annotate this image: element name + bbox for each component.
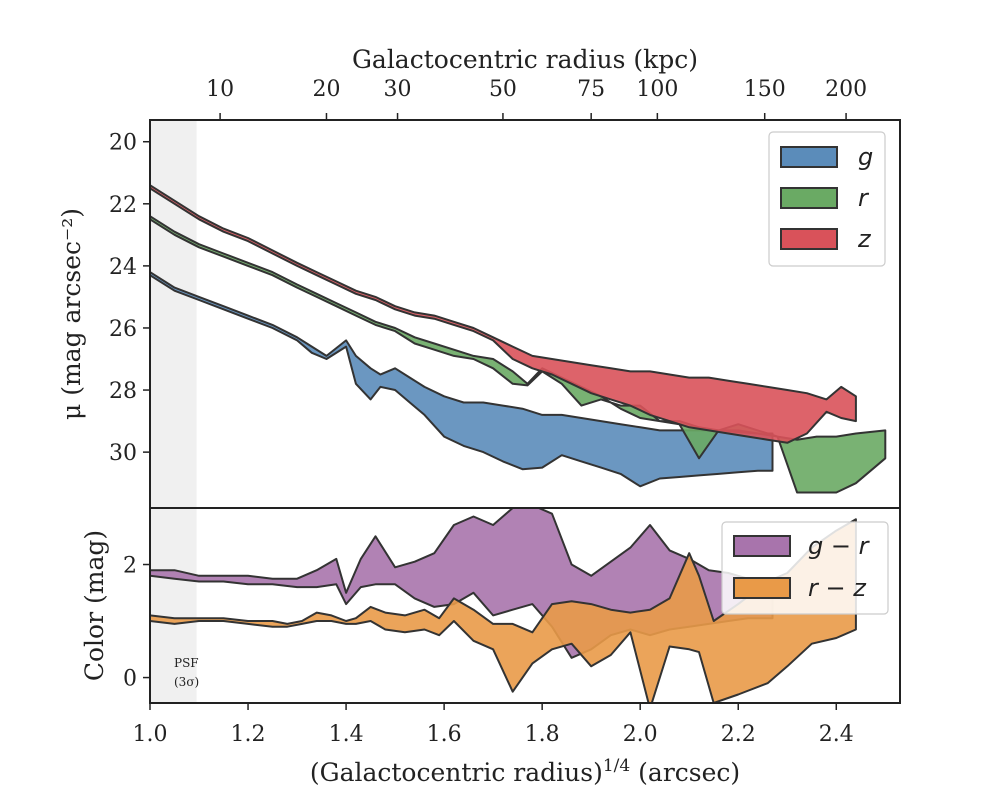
- x-tick-label-2.2: 2.2: [721, 722, 756, 747]
- y-tick-label-20: 20: [109, 131, 137, 156]
- legend-label-g-r: g − r: [808, 532, 871, 560]
- legend-swatch-z: [780, 228, 838, 250]
- x-label-unit: (arcsec): [630, 758, 740, 787]
- bottom-y-axis-label: Color (mag): [80, 530, 109, 681]
- y-tick-label-24: 24: [109, 255, 137, 280]
- psf-annotation-line1: PSF: [174, 656, 199, 670]
- x-tick-label-2: 2.0: [623, 722, 658, 747]
- band-g: [150, 271, 774, 488]
- kpc-tick-label-200: 200: [825, 77, 867, 102]
- top-x-ticks-kpc: 10 20 30 50 75 100 150 200: [206, 77, 867, 120]
- psf-shaded-region: [150, 120, 197, 508]
- bottom-x-ticks: 1.0 1.2 1.4 1.6 1.8 2.0 2.2 2.4: [133, 703, 854, 747]
- top-y-ticks: 20 22 24 26 28 30: [109, 131, 150, 466]
- top-legend: grz: [768, 131, 886, 267]
- legend-label-g: g: [858, 143, 873, 171]
- legend-swatch-r-z: [733, 577, 791, 599]
- y-tick-label-28: 28: [109, 379, 137, 404]
- band-r-z: [150, 518, 857, 703]
- bottom-x-axis-label: (Galactocentric radius)1/4 (arcsec): [310, 756, 740, 787]
- legend-swatch-g-r: [733, 535, 791, 557]
- color-series: [150, 508, 857, 703]
- kpc-tick-label-20: 20: [312, 77, 340, 102]
- y-tick-label-26: 26: [109, 317, 137, 342]
- surface-brightness-series: [150, 184, 887, 494]
- x-tick-label-1.6: 1.6: [427, 722, 462, 747]
- psf-annotation-line2: (3σ): [174, 675, 199, 689]
- kpc-tick-label-150: 150: [744, 77, 786, 102]
- bottom-legend: g − r r − z: [721, 521, 889, 615]
- legend-label-z: z: [857, 225, 872, 253]
- band-z: [150, 184, 857, 444]
- x-tick-label-1.4: 1.4: [329, 722, 364, 747]
- y-tick-label-30: 30: [109, 441, 137, 466]
- y-tick-label-22: 22: [109, 193, 137, 218]
- surface-brightness-panel: 20 22 24 26 28 30 10 20 30 50 75 100 150 200 Galacto…: [57, 45, 901, 509]
- kpc-tick-label-75: 75: [577, 77, 605, 102]
- legend-swatch-g: [780, 146, 838, 168]
- x-label-superscript: 1/4: [603, 756, 630, 776]
- band-r: [150, 215, 887, 494]
- kpc-tick-label-100: 100: [636, 77, 678, 102]
- color-y-tick-label-0: 0: [123, 667, 137, 692]
- bottom-y-ticks: 02: [123, 554, 150, 692]
- top-x-axis-label: Galactocentric radius (kpc): [352, 45, 698, 74]
- top-y-axis-label: μ (mag arcsec⁻²): [57, 208, 86, 420]
- x-tick-label-1.8: 1.8: [525, 722, 560, 747]
- x-tick-label-2.4: 2.4: [819, 722, 854, 747]
- legend-swatch-r: [780, 187, 838, 209]
- x-tick-label-1: 1.0: [133, 722, 168, 747]
- color-panel: 02 1.0 1.2 1.4 1.6 1.8 2.0 2.2 2.4 (Galactocent…: [80, 507, 901, 787]
- legend-label-r: r: [858, 184, 870, 212]
- color-y-tick-label-2: 2: [123, 554, 137, 579]
- bottom-panel-frame: [149, 507, 901, 704]
- kpc-tick-label-30: 30: [384, 77, 412, 102]
- psf-shaded-region-color: [150, 508, 197, 703]
- x-tick-label-1.2: 1.2: [231, 722, 266, 747]
- kpc-tick-label-10: 10: [206, 77, 234, 102]
- x-label-base: (Galactocentric radius): [310, 758, 603, 787]
- legend-label-r-z: r − z: [808, 574, 867, 602]
- kpc-tick-label-50: 50: [489, 77, 517, 102]
